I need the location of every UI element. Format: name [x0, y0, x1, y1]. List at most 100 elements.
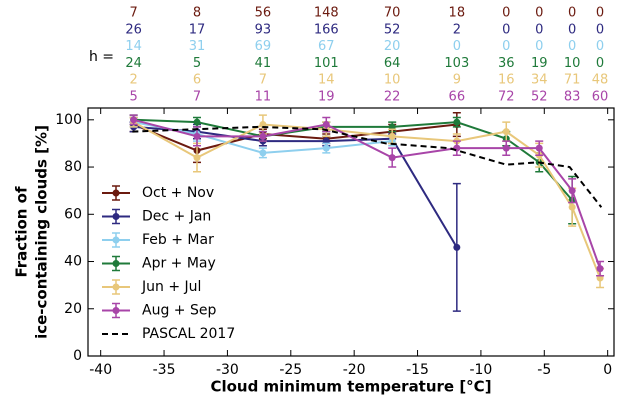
count-label: 16 [498, 73, 515, 88]
count-label: 7 [193, 90, 201, 105]
x-tick-label: -30 [216, 362, 239, 378]
count-label: 52 [531, 90, 548, 105]
count-label: 101 [314, 56, 339, 71]
data-point [130, 116, 138, 124]
series-line [133, 121, 601, 279]
data-point [259, 149, 267, 157]
legend-swatch [112, 260, 120, 267]
data-point [596, 265, 604, 273]
legend-label: Oct + Nov [142, 185, 214, 201]
count-label: 56 [255, 6, 272, 21]
count-label: 72 [498, 90, 515, 105]
legend-swatch [112, 236, 120, 244]
legend-swatch [112, 213, 120, 220]
series-line [132, 125, 603, 208]
count-label: 18 [449, 6, 466, 21]
data-point [502, 128, 510, 136]
data-point [388, 132, 396, 140]
data-point [568, 203, 576, 211]
data-point [259, 132, 267, 140]
count-label: 83 [564, 90, 581, 105]
x-tick-label: -35 [153, 362, 176, 378]
count-label: 0 [568, 6, 576, 21]
count-label: 148 [314, 6, 339, 21]
count-label: 66 [449, 90, 466, 105]
count-label: 36 [498, 56, 515, 71]
legend-label: PASCAL 2017 [142, 326, 235, 342]
data-point [535, 144, 543, 152]
y-axis-label: ice-containing clouds [%] [33, 125, 51, 339]
series-line [133, 118, 601, 269]
x-tick-label: -20 [343, 362, 366, 378]
data-point [453, 243, 461, 251]
count-label: 11 [255, 90, 272, 105]
legend-label: Feb + Mar [142, 232, 214, 248]
count-label: 5 [129, 90, 137, 105]
count-label: 22 [384, 90, 401, 105]
legend-label: Jun + Jul [141, 279, 201, 295]
count-label: 2 [129, 73, 137, 88]
count-label: 9 [453, 73, 461, 88]
x-tick-label: -15 [406, 362, 429, 378]
count-label: 0 [596, 22, 604, 37]
legend-label: Apr + May [142, 256, 216, 272]
count-label: 0 [535, 6, 543, 21]
y-tick-label: 80 [64, 159, 82, 175]
legend-swatch [112, 283, 120, 291]
count-label: 34 [531, 73, 548, 88]
y-tick-label: 0 [73, 348, 82, 364]
count-label: 6 [193, 73, 201, 88]
data-point [193, 154, 201, 162]
count-label: 64 [384, 56, 401, 71]
counts-label: h = [89, 49, 114, 65]
y-tick-label: 100 [55, 112, 82, 128]
data-point [568, 187, 576, 195]
x-tick-label: -40 [89, 362, 112, 378]
count-label: 41 [255, 56, 272, 71]
y-tick-label: 40 [64, 254, 82, 270]
count-label: 2 [453, 22, 461, 37]
x-tick-label: 0 [603, 362, 612, 378]
y-axis-label: Fraction of [13, 186, 31, 278]
legend-swatch [112, 307, 120, 314]
count-label: 70 [384, 6, 401, 21]
count-label: 5 [193, 56, 201, 71]
count-label: 14 [318, 73, 335, 88]
count-label: 0 [596, 6, 604, 21]
data-point [388, 154, 396, 162]
count-label: 14 [125, 39, 142, 54]
data-point [193, 132, 201, 140]
count-label: 26 [125, 22, 142, 37]
count-label: 19 [318, 90, 335, 105]
count-label: 67 [318, 39, 335, 54]
count-label: 24 [125, 56, 142, 71]
count-label: 20 [384, 39, 401, 54]
count-label: 31 [189, 39, 206, 54]
count-label: 166 [314, 22, 339, 37]
count-label: 7 [129, 6, 137, 21]
count-label: 93 [255, 22, 272, 37]
legend-swatch [112, 189, 120, 197]
x-tick-label: -5 [537, 362, 551, 378]
count-label: 0 [568, 39, 576, 54]
legend-label: Dec + Jan [142, 209, 211, 225]
count-label: 0 [568, 22, 576, 37]
count-label: 0 [596, 56, 604, 71]
count-label: 103 [444, 56, 469, 71]
count-label: 10 [384, 73, 401, 88]
y-tick-label: 20 [64, 301, 82, 317]
x-tick-label: -10 [469, 362, 492, 378]
data-point [322, 121, 330, 129]
count-label: 0 [535, 22, 543, 37]
series-line [133, 123, 457, 152]
count-label: 17 [189, 22, 206, 37]
count-label: 0 [502, 6, 510, 21]
count-label: 60 [592, 90, 609, 105]
count-label: 0 [453, 39, 461, 54]
count-label: 0 [502, 22, 510, 37]
count-label: 52 [384, 22, 401, 37]
count-label: 8 [193, 6, 201, 21]
count-label: 71 [564, 73, 581, 88]
data-point [453, 118, 461, 126]
